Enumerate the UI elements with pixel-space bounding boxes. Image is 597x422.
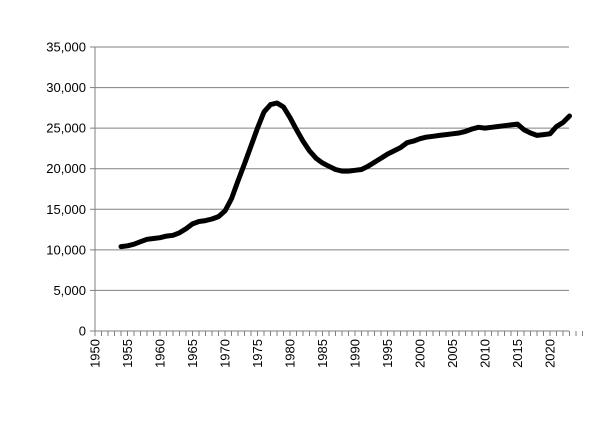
series-line [118, 100, 572, 250]
y-tick-label: 30,000 [46, 80, 86, 95]
series [118, 100, 572, 250]
y-tick-label: 20,000 [46, 161, 86, 176]
gridlines [95, 46, 569, 291]
x-tick-label: 1955 [120, 339, 135, 368]
x-tick-label: 1950 [88, 339, 103, 368]
x-tick-labels: 1950 1955 1960 1965 1970 1975 1980 1985 1990 1995… [88, 339, 558, 368]
x-tick-label: 2020 [543, 339, 558, 368]
y-tick-label: 15,000 [46, 202, 86, 217]
axes [90, 46, 583, 336]
x-tick-label: 2010 [478, 339, 493, 368]
y-tick-label: 25,000 [46, 121, 86, 136]
y-tick-label: 5,000 [53, 283, 86, 298]
x-tick-label: 2000 [413, 339, 428, 368]
x-tick-label: 1980 [283, 339, 298, 368]
x-tick-label: 2005 [445, 339, 460, 368]
y-tick-label: 10,000 [46, 242, 86, 257]
x-tick-label: 1975 [250, 339, 265, 368]
x-tick-label: 2015 [510, 339, 525, 368]
x-tick-label: 1990 [348, 339, 363, 368]
x-tick-label: 1995 [380, 339, 395, 368]
y-tick-label: 35,000 [46, 40, 86, 55]
x-tick-label: 1960 [153, 339, 168, 368]
x-tick-label: 1965 [185, 339, 200, 368]
x-tick-label: 1970 [218, 339, 233, 368]
x-tick-label: 1985 [315, 339, 330, 368]
y-tick-label: 0 [79, 324, 86, 339]
y-tick-labels: 0 5,000 10,000 15,000 20,000 25,000 30,000 35,0… [46, 40, 86, 339]
